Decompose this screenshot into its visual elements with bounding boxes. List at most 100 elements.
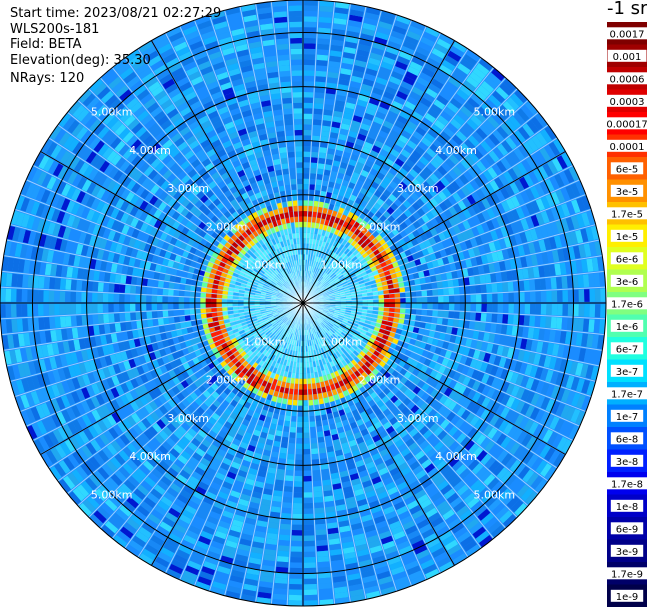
ray-gate (207, 370, 215, 378)
ray-gate (162, 340, 169, 348)
ray-gate (274, 315, 280, 320)
ray-gate (120, 406, 131, 418)
ray-gate (186, 530, 199, 540)
ray-gate (362, 195, 371, 203)
ray-gate (223, 408, 232, 417)
ray-gate (331, 559, 344, 567)
ray-gate (304, 54, 315, 60)
ray-gate (299, 367, 303, 374)
ray-gate (415, 422, 425, 432)
ray-gate (404, 371, 412, 379)
ray-gate (495, 272, 502, 282)
ray-gate (303, 535, 315, 542)
ray-gate (371, 238, 379, 245)
ray-gate (257, 329, 264, 335)
ray-gate (174, 343, 182, 351)
ray-gate (480, 233, 488, 244)
ray-gate (338, 133, 348, 141)
ray-gate (148, 327, 155, 335)
ray-gate (261, 333, 267, 339)
ray-gate (511, 325, 519, 336)
ray-gate (262, 404, 270, 411)
ray-gate (566, 275, 574, 289)
ray-gate (185, 480, 197, 490)
ray-gap (179, 302, 304, 581)
ray-gate (316, 275, 321, 281)
ray-gate (375, 31, 389, 41)
ray-gate (559, 359, 568, 372)
ray-gate (409, 480, 421, 490)
ray-gate (508, 292, 514, 303)
ray-gate (328, 395, 335, 403)
ray-gate (526, 120, 539, 134)
ray-gate (115, 385, 125, 396)
ray-gate (433, 234, 442, 243)
ray-gate (382, 242, 389, 250)
ray-gate (524, 303, 531, 314)
ray-gate (348, 318, 355, 323)
ray-gate (467, 217, 476, 228)
ray-gate (87, 372, 96, 384)
ray-gate (500, 157, 512, 170)
ray-gate (49, 466, 62, 481)
ray-gate (466, 118, 479, 131)
ray-gate (336, 283, 343, 288)
ray-gate (371, 550, 384, 559)
ray-gate (444, 452, 456, 464)
ray-gate (594, 288, 601, 302)
ray-gate (303, 470, 312, 477)
ray-gate (336, 404, 344, 411)
ray-gate (110, 473, 123, 486)
ray-gate (359, 283, 366, 288)
ray-gate (418, 271, 425, 278)
ray-gate (422, 31, 437, 43)
ray-gate (38, 359, 47, 372)
ray-gate (303, 432, 310, 439)
ray-gate (30, 391, 40, 405)
ray-gate (140, 374, 149, 384)
ray-gate (224, 505, 236, 514)
ray-gate (355, 401, 363, 409)
ray-gate (314, 512, 325, 520)
ray-gate (205, 491, 217, 501)
ray-gate (36, 374, 46, 388)
ray-gate (262, 368, 269, 376)
ray-gate (378, 238, 386, 246)
ray-gate (317, 566, 331, 574)
ray-gate (339, 324, 346, 330)
ray-gate (318, 342, 323, 349)
ray-gate (453, 203, 462, 214)
ray-gate (443, 229, 451, 239)
ray-gate (433, 154, 444, 165)
ray-gate (425, 201, 434, 211)
ray-gate (412, 418, 422, 428)
ray-gate (94, 436, 106, 449)
ray-gap (302, 208, 592, 304)
ray-gate (304, 32, 317, 39)
ray-gate (303, 173, 310, 179)
ray-gate (486, 375, 495, 386)
ray-gate (385, 115, 396, 125)
ray-gate (573, 304, 579, 317)
ray-gate (581, 195, 591, 210)
ray-gate (323, 202, 330, 209)
ray-gate (422, 563, 437, 575)
ray-gate (250, 462, 259, 471)
ray-gate (316, 212, 322, 219)
ray-gate (442, 509, 455, 521)
ray-gate (109, 354, 118, 365)
ray-gate (203, 365, 211, 373)
ray-gate (403, 144, 414, 154)
ray-gate (197, 355, 205, 363)
ray-gate (263, 343, 269, 350)
ray-gate (452, 134, 463, 146)
ray-gate (257, 318, 264, 323)
ray-gate (362, 403, 371, 411)
ray-gate (265, 538, 278, 545)
ray-gate (332, 253, 338, 260)
ray-gate (545, 223, 554, 237)
ray-gate (326, 82, 337, 90)
ray-gate (101, 502, 114, 516)
ray-gate (342, 221, 349, 228)
ray-gate (415, 126, 427, 137)
